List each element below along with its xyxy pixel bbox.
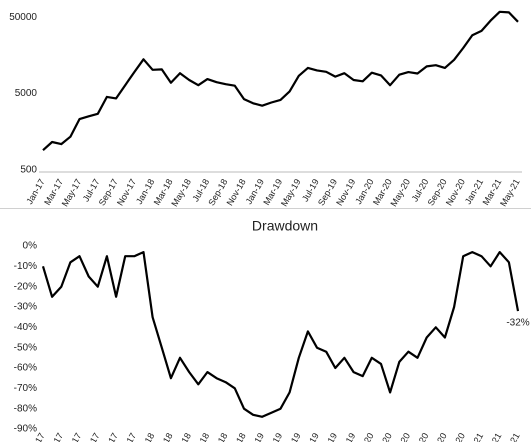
y-tick-label: -60% <box>14 363 37 374</box>
y-tick-label: 0% <box>23 241 38 252</box>
y-tick-label: -10% <box>14 261 37 272</box>
data-line <box>42 10 519 152</box>
y-tick-label: -70% <box>14 383 37 394</box>
x-tick-label: Mar-19 <box>261 431 284 442</box>
chart-title: Drawdown <box>252 218 318 234</box>
x-tick-label: Sep-20 <box>426 431 449 442</box>
x-tick-label: Mar-20 <box>371 431 394 442</box>
x-tick-label: Mar-21 <box>481 431 504 442</box>
x-tick-label: Sep-19 <box>316 431 339 442</box>
x-tick-label: Nov-17 <box>115 431 138 442</box>
x-tick-label: Sep-18 <box>206 431 229 442</box>
y-tick-label: 50000 <box>9 12 37 23</box>
y-tick-label: -80% <box>14 403 37 414</box>
x-tick-label: Jan-19 <box>244 431 266 442</box>
x-tick-label: Nov-19 <box>334 431 357 442</box>
x-tick-label: Jul-20 <box>410 431 431 442</box>
x-tick-label: Jan-21 <box>463 431 485 442</box>
data-label: -32% <box>506 318 529 329</box>
x-tick-label: Nov-20 <box>444 431 467 442</box>
x-tick-label: May-20 <box>389 431 413 442</box>
x-tick-label: Mar-17 <box>42 431 65 442</box>
x-tick-label: May-21 <box>498 431 522 442</box>
y-tick-label: 5000 <box>15 88 38 99</box>
x-tick-label: Jan-17 <box>24 431 46 442</box>
x-tick-label: May-18 <box>169 431 193 442</box>
y-tick-label: -50% <box>14 342 37 353</box>
data-line <box>41 251 520 418</box>
x-tick-label: Jul-18 <box>190 431 211 442</box>
y-tick-label: 500 <box>20 164 37 175</box>
x-tick-label: May-19 <box>279 431 303 442</box>
y-tick-label: -90% <box>14 424 37 435</box>
x-tick-label: Jul-19 <box>300 431 321 442</box>
x-tick-label: Nov-18 <box>225 431 248 442</box>
x-tick-label: Jan-18 <box>134 431 156 442</box>
y-tick-label: -40% <box>14 322 37 333</box>
x-tick-label: Sep-17 <box>97 431 120 442</box>
x-tick-label: Jul-17 <box>81 431 102 442</box>
y-tick-label: -30% <box>14 302 37 313</box>
x-tick-label: May-17 <box>60 431 84 442</box>
y-tick-label: -20% <box>14 281 37 292</box>
x-tick-label: Jan-20 <box>353 431 375 442</box>
x-tick-label: Mar-18 <box>152 431 175 442</box>
